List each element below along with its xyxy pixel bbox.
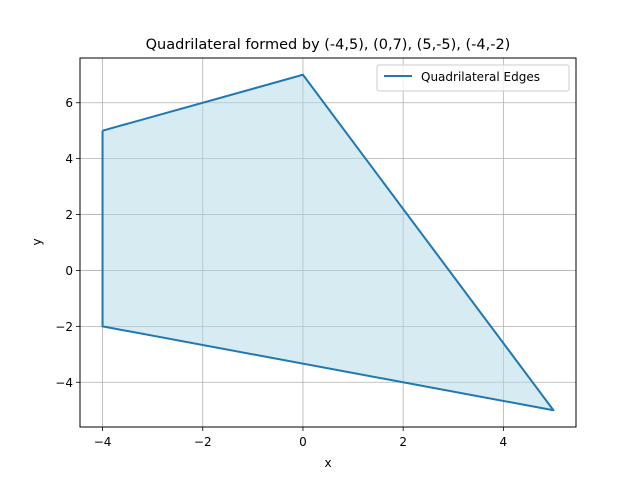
- legend-label: Quadrilateral Edges: [421, 70, 540, 84]
- legend-box: [376, 64, 570, 92]
- quadrilateral-fill: [102, 74, 554, 411]
- x-tick-label: −2: [194, 435, 212, 449]
- x-axis-label: x: [324, 456, 331, 470]
- x-tick-label: −4: [94, 435, 112, 449]
- y-tick-label: −2: [55, 320, 73, 334]
- y-tick-label: 0: [65, 264, 73, 278]
- series-layer: [101, 73, 555, 412]
- y-tick-label: 4: [65, 152, 73, 166]
- quadrilateral-edges-line: [101, 73, 555, 412]
- fill-layer: [102, 74, 554, 411]
- x-axis-ticks: −4 −2 0 2 4: [94, 427, 507, 449]
- legend: Quadrilateral Edges: [376, 64, 570, 92]
- y-axis-label: y: [30, 238, 44, 245]
- y-axis-ticks: −4 −2 0 2 4 6: [55, 96, 80, 390]
- x-tick-label: 4: [500, 435, 508, 449]
- y-tick-label: 2: [65, 208, 73, 222]
- chart-title: Quadrilateral formed by (-4,5), (0,7), (…: [146, 37, 511, 53]
- x-tick-label: 2: [399, 435, 407, 449]
- y-tick-label: −4: [55, 376, 73, 390]
- x-tick-label: 0: [299, 435, 307, 449]
- y-tick-label: 6: [65, 96, 73, 110]
- plot-frame: [79, 57, 577, 428]
